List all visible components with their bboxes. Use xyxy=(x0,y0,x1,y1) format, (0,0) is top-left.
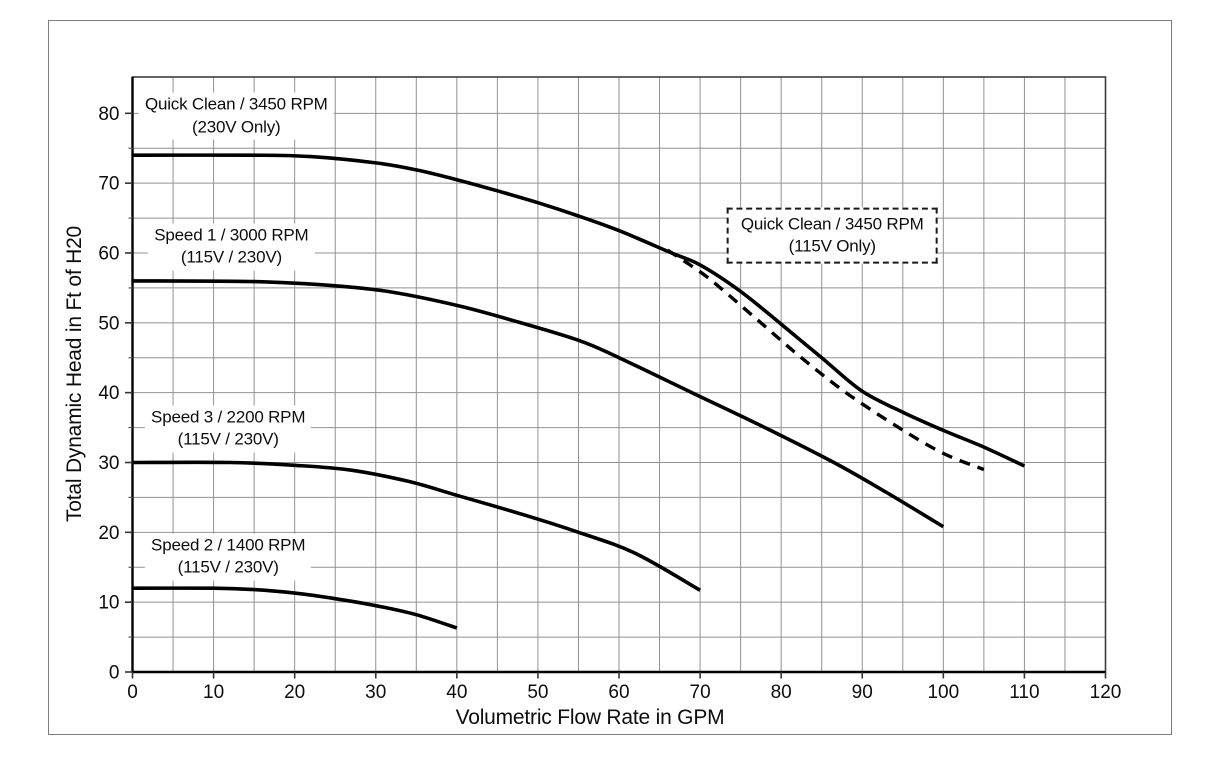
curve-label-quick-clean-115v-boxed: Quick Clean / 3450 RPM (115V Only) xyxy=(726,207,938,264)
tick-label-x-80: 80 xyxy=(771,682,792,703)
tick-label-x-60: 60 xyxy=(608,682,629,703)
curve-label-text: (115V / 230V) xyxy=(180,247,282,267)
y-axis-title: Total Dynamic Head in Ft of H20 xyxy=(63,225,86,523)
curve-label-speed-3-2200: Speed 3 / 2200 RPM (115V / 230V) xyxy=(145,405,312,453)
tick-label-x-50: 50 xyxy=(527,682,548,703)
tick-label-x-30: 30 xyxy=(365,682,386,703)
tick-label-y-50: 50 xyxy=(98,313,119,334)
tick-label-x-110: 110 xyxy=(1009,682,1039,703)
tick-label-x-70: 70 xyxy=(690,682,711,703)
tick-label-x-40: 40 xyxy=(446,682,467,703)
curve-label-text: (115V / 230V) xyxy=(177,557,279,577)
curve-label-text: Quick Clean / 3450 RPM xyxy=(740,214,924,234)
curve-label-quick-clean-230v: Quick Clean / 3450 RPM (230V Only) xyxy=(138,92,334,140)
tick-label-y-80: 80 xyxy=(98,104,119,125)
tick-label-x-0: 0 xyxy=(127,682,138,703)
tick-label-x-120: 120 xyxy=(1090,682,1122,703)
curve-quick-clean-3450-rpm-115v-only xyxy=(666,248,985,472)
curve-label-text: Quick Clean / 3450 RPM xyxy=(144,94,328,114)
tick-label-y-40: 40 xyxy=(98,383,119,404)
curve-label-text: Speed 1 / 3000 RPM xyxy=(154,225,309,245)
tick-label-x-100: 100 xyxy=(927,682,959,703)
tick-label-y-60: 60 xyxy=(98,243,119,264)
tick-label-y-10: 10 xyxy=(98,593,119,614)
curve-label-speed-2-1400: Speed 2 / 1400 RPM (115V / 230V) xyxy=(145,533,312,581)
curve-speed-1-3000-rpm-115v-230v xyxy=(132,279,945,529)
curve-speed-3-2200-rpm-115v-230v xyxy=(132,460,701,592)
tick-label-y-30: 30 xyxy=(98,453,119,474)
tick-label-y-70: 70 xyxy=(98,174,119,195)
tick-label-x-10: 10 xyxy=(203,682,224,703)
tick-label-x-90: 90 xyxy=(852,682,873,703)
curve-speed-2-1400-rpm-115v-230v xyxy=(132,586,458,630)
curve-label-text: Speed 2 / 1400 RPM xyxy=(151,535,306,555)
tick-label-x-20: 20 xyxy=(284,682,305,703)
curve-label-speed-1-3000: Speed 1 / 3000 RPM (115V / 230V) xyxy=(148,223,315,271)
curve-quick-clean-3450-rpm-230v-only xyxy=(132,153,1026,468)
x-axis-title: Volumetric Flow Rate in GPM xyxy=(455,706,725,729)
tick-label-y-0: 0 xyxy=(109,663,120,684)
curve-label-text: (115V Only) xyxy=(788,236,876,256)
curve-label-text: Speed 3 / 2200 RPM xyxy=(151,407,306,427)
curve-label-text: (230V Only) xyxy=(192,117,281,137)
tick-label-y-20: 20 xyxy=(98,523,119,544)
curve-label-text: (115V / 230V) xyxy=(177,429,279,449)
